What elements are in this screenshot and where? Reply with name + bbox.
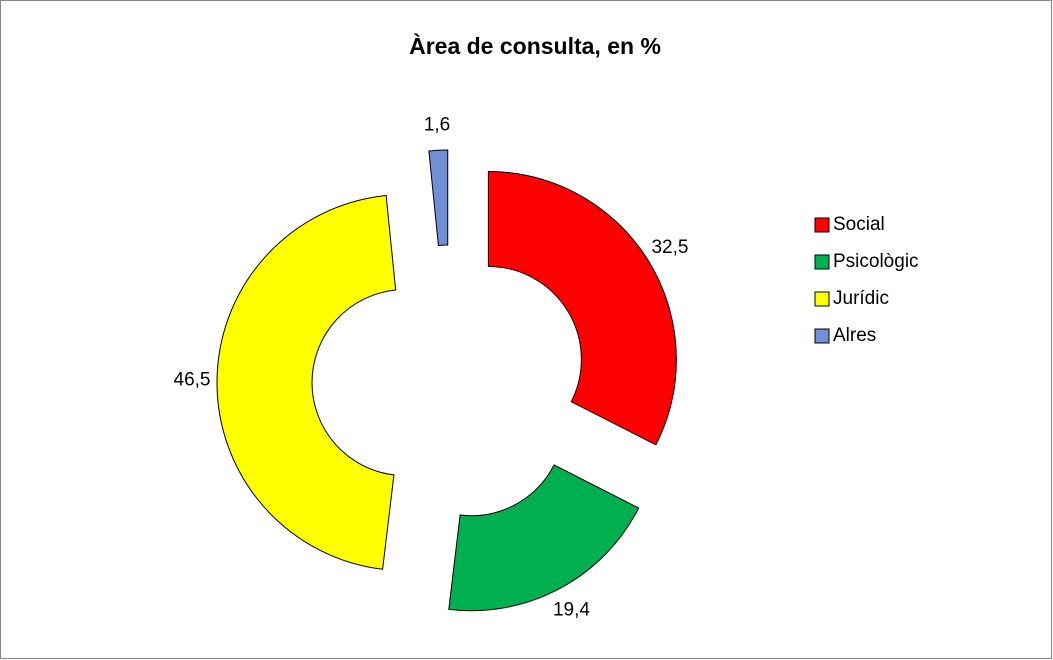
legend-label: Jurídic [833,288,889,309]
legend-swatch [814,291,830,307]
donut-segment [428,149,449,247]
data-label: 46,5 [174,370,211,391]
chart-title: Àrea de consulta, en % [409,32,661,59]
data-label: 19,4 [553,600,590,621]
donut-segment [448,464,640,612]
legend-swatch [814,254,830,270]
legend-label: Psicològic [833,251,919,272]
legend-swatch [814,217,830,233]
legend-label: Social [833,214,885,235]
data-label: 32,5 [651,237,688,258]
donut-segment [487,170,677,446]
data-label: 1,6 [424,114,450,135]
legend-swatch [814,328,830,344]
donut-segment [216,194,397,570]
legend-label: Alres [833,325,876,346]
